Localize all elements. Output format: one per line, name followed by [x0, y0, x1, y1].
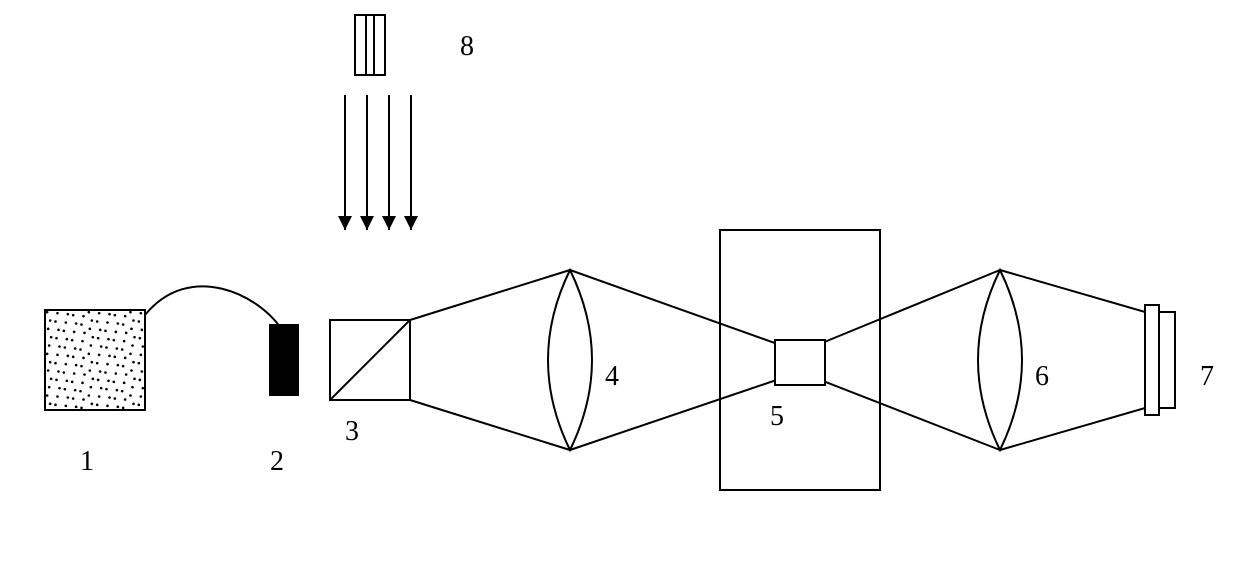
label-1: 1	[80, 446, 94, 477]
label-7: 7	[1200, 361, 1214, 392]
optical-ray	[570, 270, 800, 352]
arrow-head-icon	[382, 216, 396, 230]
optical-ray	[410, 400, 570, 450]
lens-2	[978, 270, 1022, 450]
optical-ray	[1000, 408, 1145, 450]
arrow-head-icon	[404, 216, 418, 230]
fiber-cable	[145, 286, 282, 330]
label-3: 3	[345, 416, 359, 447]
source-box	[45, 310, 145, 410]
arrow-head-icon	[360, 216, 374, 230]
detector-face	[1145, 305, 1159, 415]
optical-ray	[1000, 270, 1145, 312]
label-4: 4	[605, 361, 619, 392]
optical-ray	[800, 372, 1000, 450]
detector-body	[1159, 312, 1175, 408]
optical-ray	[410, 270, 570, 320]
arrow-head-icon	[338, 216, 352, 230]
label-5: 5	[770, 401, 784, 432]
collimator-block	[270, 325, 298, 395]
optical-ray	[800, 270, 1000, 352]
aperture-hole	[775, 340, 825, 385]
illuminator-stripe	[366, 15, 374, 75]
lens-1	[548, 270, 592, 450]
label-6: 6	[1035, 361, 1049, 392]
label-2: 2	[270, 446, 284, 477]
label-8: 8	[460, 31, 474, 62]
